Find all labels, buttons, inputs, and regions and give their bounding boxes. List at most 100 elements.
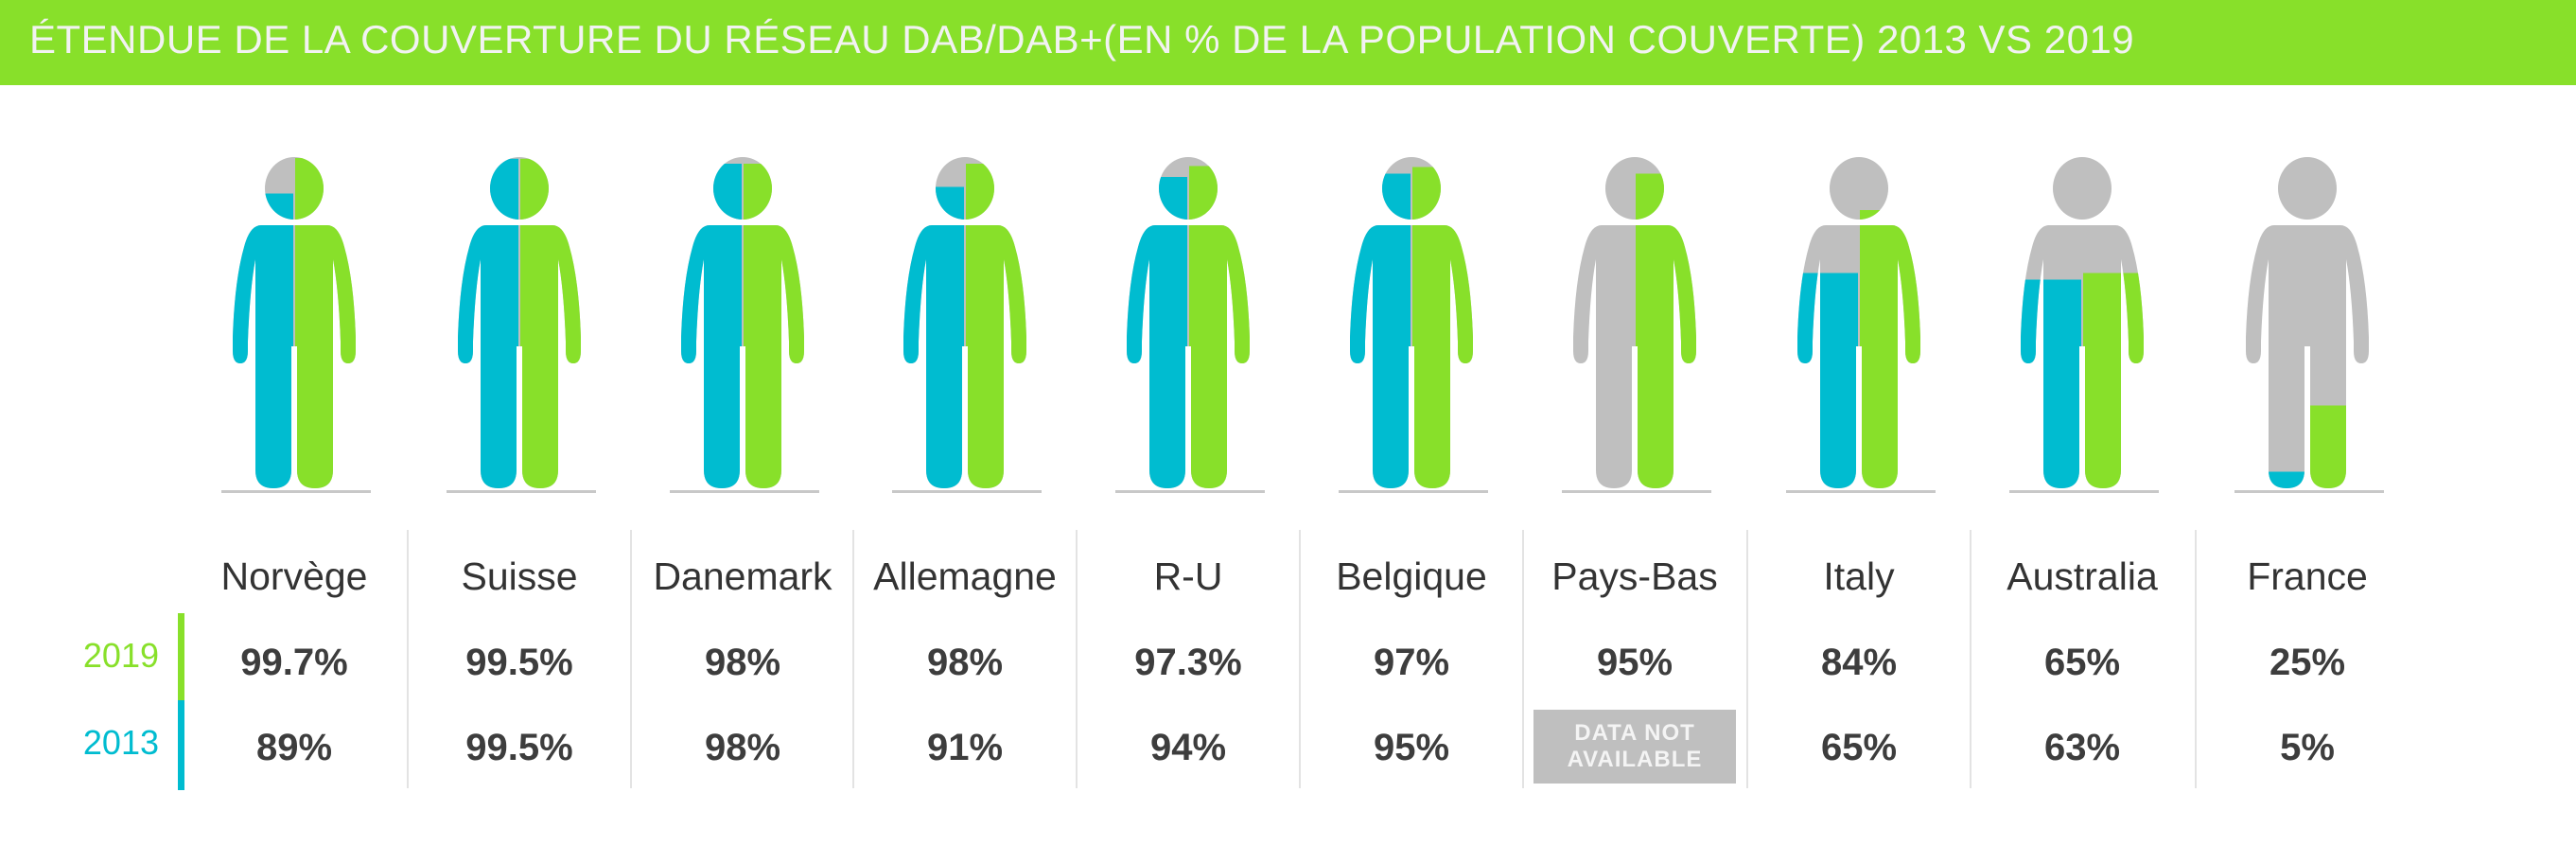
column-divider: [1746, 530, 1748, 788]
country-name: Pays-Bas: [1551, 555, 1718, 598]
person-figure: [2234, 157, 2384, 493]
value-2019: 98%: [926, 642, 1004, 683]
fill-2013: [1350, 173, 1411, 488]
fill-2019: [965, 164, 1026, 488]
fill-2013: [233, 193, 294, 488]
fill-2019: [1635, 173, 1696, 488]
country-name: Suisse: [461, 555, 578, 598]
figure-divider: [964, 157, 966, 488]
column-divider: [852, 530, 854, 788]
column-divider: [407, 530, 409, 788]
country-column: Allemagne 98% 91%: [853, 530, 1077, 788]
fill-2013: [458, 158, 519, 488]
person-figure: [892, 157, 1042, 493]
chart-title: ÉTENDUE DE LA COUVERTURE DU RÉSEAU DAB/D…: [29, 17, 2135, 62]
value-2019: 99.7%: [240, 642, 348, 683]
column-divider: [2195, 530, 2197, 788]
fill-2019: [519, 158, 581, 488]
figure-divider: [518, 157, 520, 488]
baseline: [447, 490, 596, 493]
person-figure: [2009, 157, 2159, 493]
column-divider: [1522, 530, 1524, 788]
country-column: Italy 84% 65%: [1747, 530, 1971, 788]
column-divider: [1076, 530, 1078, 788]
figure-divider: [293, 157, 295, 488]
baseline: [1786, 490, 1936, 493]
fill-2013: [2246, 471, 2307, 488]
pictogram-area: [221, 157, 2384, 493]
figure-divider: [1187, 157, 1189, 488]
baseline: [892, 490, 1042, 493]
person-figure: [221, 157, 371, 493]
country-column: France 25% 5%: [2196, 530, 2419, 788]
country-column: Pays-Bas 95% DATA NOT AVAILABLE: [1523, 530, 1746, 788]
baseline: [670, 490, 819, 493]
value-2013: 63%: [2043, 727, 2121, 768]
year-label-2013: 2013: [82, 723, 159, 762]
country-column: Australia 65% 63%: [1971, 530, 2194, 788]
fill-2013: [1127, 177, 1188, 488]
person-figure: [1115, 157, 1265, 493]
value-2013: 95%: [1373, 727, 1450, 768]
year-bar-2013: [178, 700, 184, 790]
value-2013: 94%: [1149, 727, 1227, 768]
fill-2013: [2021, 279, 2082, 488]
title-bar: ÉTENDUE DE LA COUVERTURE DU RÉSEAU DAB/D…: [0, 0, 2576, 85]
value-2013: 91%: [926, 727, 1004, 768]
fill-2013: [903, 186, 965, 488]
fill-2019: [2307, 405, 2369, 488]
person-figure: [447, 157, 596, 493]
country-column: Suisse 99.5% 99.5%: [408, 530, 631, 788]
country-column: Norvège 99.7% 89%: [183, 530, 406, 788]
baseline: [2234, 490, 2384, 493]
figure-divider: [2306, 157, 2308, 488]
country-column: R-U 97.3% 94%: [1077, 530, 1300, 788]
value-2013: 99.5%: [465, 727, 573, 768]
country-name: Australia: [2006, 555, 2158, 598]
value-2013: 98%: [704, 727, 781, 768]
country-name: Danemark: [653, 555, 832, 598]
year-bar-2019: [178, 613, 184, 700]
baseline: [2009, 490, 2159, 493]
fill-2013: [1797, 273, 1859, 488]
column-divider: [1970, 530, 1971, 788]
figure-divider: [2081, 157, 2083, 488]
baseline: [1339, 490, 1488, 493]
person-figure: [1562, 157, 1711, 493]
country-column: Belgique 97% 95%: [1300, 530, 1523, 788]
baseline: [1562, 490, 1711, 493]
figure-divider: [1634, 157, 1636, 488]
fill-2019: [294, 158, 356, 488]
country-name: Italy: [1823, 555, 1895, 598]
value-2019: 97.3%: [1134, 642, 1242, 683]
country-column: Danemark 98% 98%: [631, 530, 854, 788]
value-2013: 5%: [2280, 727, 2335, 768]
country-name: Belgique: [1336, 555, 1487, 598]
value-2019: 98%: [704, 642, 781, 683]
year-label-2019: 2019: [82, 636, 159, 675]
country-name: R-U: [1153, 555, 1223, 598]
value-2013: 65%: [1820, 727, 1898, 768]
figure-divider: [1411, 157, 1412, 488]
baseline: [1115, 490, 1265, 493]
value-2019: 25%: [2269, 642, 2346, 683]
value-2019: 95%: [1596, 642, 1674, 683]
fill-2013: [681, 164, 743, 488]
fill-2019: [1411, 167, 1473, 488]
country-name: Allemagne: [873, 555, 1057, 598]
value-2019: 65%: [2043, 642, 2121, 683]
value-2013: 89%: [255, 727, 333, 768]
fill-2019: [1188, 166, 1250, 488]
country-name: Norvège: [220, 555, 368, 598]
country-name: France: [2247, 555, 2368, 598]
person-figure: [670, 157, 819, 493]
fill-2019: [1859, 210, 1920, 488]
figure-divider: [1858, 157, 1860, 488]
baseline: [221, 490, 371, 493]
data-not-available-badge: DATA NOT AVAILABLE: [1533, 710, 1736, 784]
person-figure: [1339, 157, 1488, 493]
column-divider: [1299, 530, 1301, 788]
column-divider: [630, 530, 632, 788]
fill-2019: [2082, 273, 2144, 488]
person-figure: [1786, 157, 1936, 493]
